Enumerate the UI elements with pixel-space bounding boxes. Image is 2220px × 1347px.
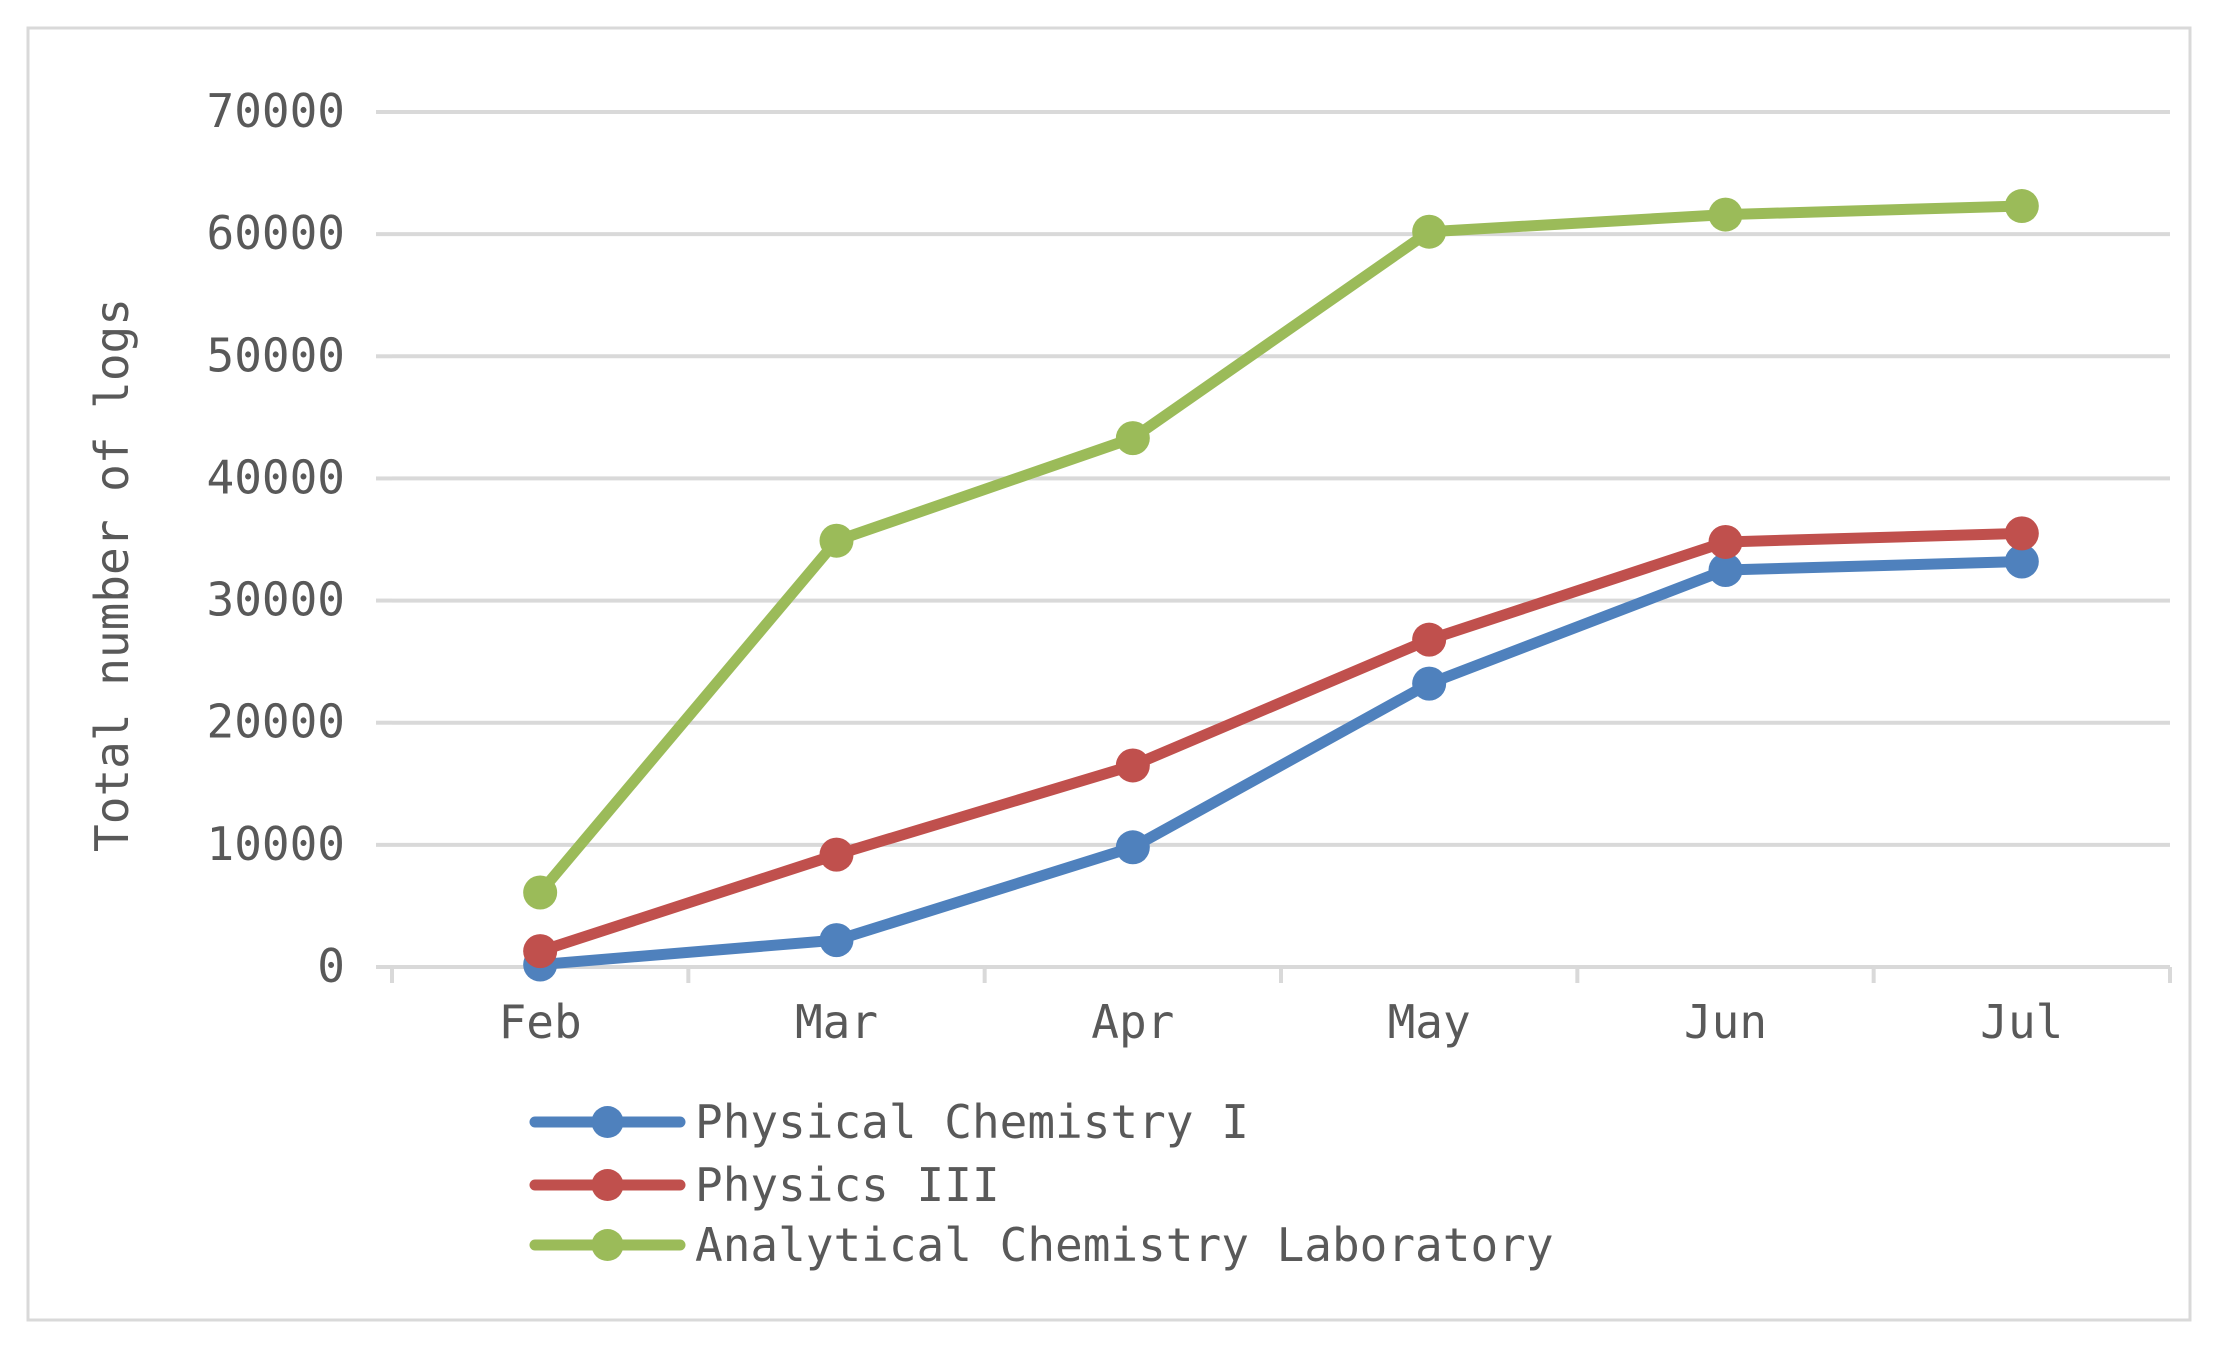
y-tick-label: 60000 xyxy=(207,206,345,260)
legend-item: Physics III xyxy=(529,1158,1000,1212)
data-point xyxy=(523,934,558,969)
series-3 xyxy=(523,189,2039,910)
data-point xyxy=(819,837,854,872)
data-point xyxy=(1115,421,1150,456)
y-tick-label: 70000 xyxy=(207,84,345,138)
data-point xyxy=(1708,524,1743,559)
y-tick-label: 50000 xyxy=(207,328,345,382)
y-tick-label: 40000 xyxy=(207,450,345,504)
y-axis-label: Total number of logs xyxy=(85,298,139,852)
series-line xyxy=(534,555,2028,971)
series-lines xyxy=(523,189,2039,982)
data-point xyxy=(1412,622,1447,657)
x-tick-label: Apr xyxy=(1091,995,1174,1049)
data-point xyxy=(1115,748,1150,783)
y-tick-label: 30000 xyxy=(207,573,345,627)
legend-marker xyxy=(591,1229,624,1261)
data-point xyxy=(1708,197,1743,232)
data-point xyxy=(2004,189,2039,224)
data-point xyxy=(523,875,558,910)
series-line xyxy=(534,200,2028,898)
x-tick-label: Jul xyxy=(1980,995,2063,1049)
data-point xyxy=(819,923,854,958)
y-tick-labels: 0 10000 20000 30000 40000 50000 60000 70000 xyxy=(207,84,345,993)
y-tick-label: 20000 xyxy=(207,695,345,749)
data-point xyxy=(819,523,854,558)
y-tick-label: 10000 xyxy=(207,817,345,871)
data-point xyxy=(1708,553,1743,588)
data-point xyxy=(1412,666,1447,701)
legend-item: Physical Chemistry I xyxy=(529,1095,1249,1149)
legend-label: Analytical Chemistry Laboratory xyxy=(695,1218,1554,1272)
legend: Physical Chemistry I Physics III Analytica… xyxy=(529,1095,1554,1272)
y-tick-label: 0 xyxy=(317,939,345,993)
series-line xyxy=(534,527,2028,957)
data-point xyxy=(2004,516,2039,551)
legend-label: Physical Chemistry I xyxy=(695,1095,1249,1149)
chart-frame xyxy=(26,26,2192,1322)
legend-marker xyxy=(591,1106,624,1138)
data-point xyxy=(1115,830,1150,865)
series-2 xyxy=(523,516,2039,969)
legend-label: Physics III xyxy=(695,1158,1000,1212)
x-tick-label: Feb xyxy=(499,995,582,1049)
x-tick-label: Jun xyxy=(1684,995,1767,1049)
data-point xyxy=(1412,214,1447,249)
axes xyxy=(376,110,2172,983)
x-tick-labels: Feb Mar Apr May Jun Jul xyxy=(499,995,2064,1049)
data-point xyxy=(2004,544,2039,579)
x-tick-label: May xyxy=(1388,995,1471,1049)
x-tick-label: Mar xyxy=(795,995,878,1049)
legend-marker xyxy=(591,1169,624,1201)
legend-item: Analytical Chemistry Laboratory xyxy=(529,1218,1554,1272)
